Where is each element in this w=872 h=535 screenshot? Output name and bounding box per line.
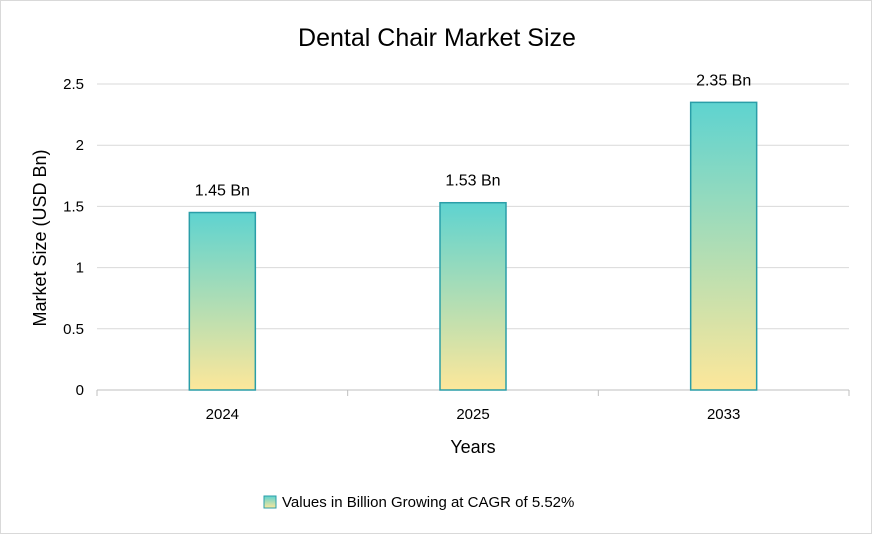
data-label: 2.35 Bn: [696, 72, 751, 89]
x-tick-label: 2024: [206, 406, 239, 423]
legend: Values in Billion Growing at CAGR of 5.5…: [263, 494, 574, 511]
bar: [439, 201, 507, 391]
x-tick-label: 2025: [456, 406, 489, 423]
data-labels: 1.45 Bn 1.53 Bn 2.35 Bn: [195, 72, 751, 199]
data-label: 1.53 Bn: [445, 173, 500, 190]
legend-label: Values in Billion Growing at CAGR of 5.5…: [282, 494, 574, 511]
y-tick-label: 2: [76, 137, 84, 154]
y-tick-label: 1: [76, 260, 84, 277]
x-tick-label: 2033: [707, 406, 740, 423]
y-axis-ticks: 0 0.5 1 1.5 2 2.5: [63, 76, 84, 399]
y-tick-label: 1.5: [63, 198, 84, 215]
y-tick-label: 0.5: [63, 321, 84, 338]
y-tick-label: 0: [76, 382, 84, 399]
y-tick-label: 2.5: [63, 76, 84, 93]
bars: [188, 101, 758, 391]
bar: [188, 211, 257, 391]
legend-swatch: [263, 495, 277, 509]
chart-title: Dental Chair Market Size: [298, 24, 576, 52]
bar: [689, 101, 758, 391]
x-axis-ticks: 2024 2025 2033: [206, 406, 741, 423]
x-axis-title: Years: [450, 437, 495, 457]
data-label: 1.45 Bn: [195, 183, 250, 200]
y-axis-title: Market Size (USD Bn): [30, 149, 50, 326]
